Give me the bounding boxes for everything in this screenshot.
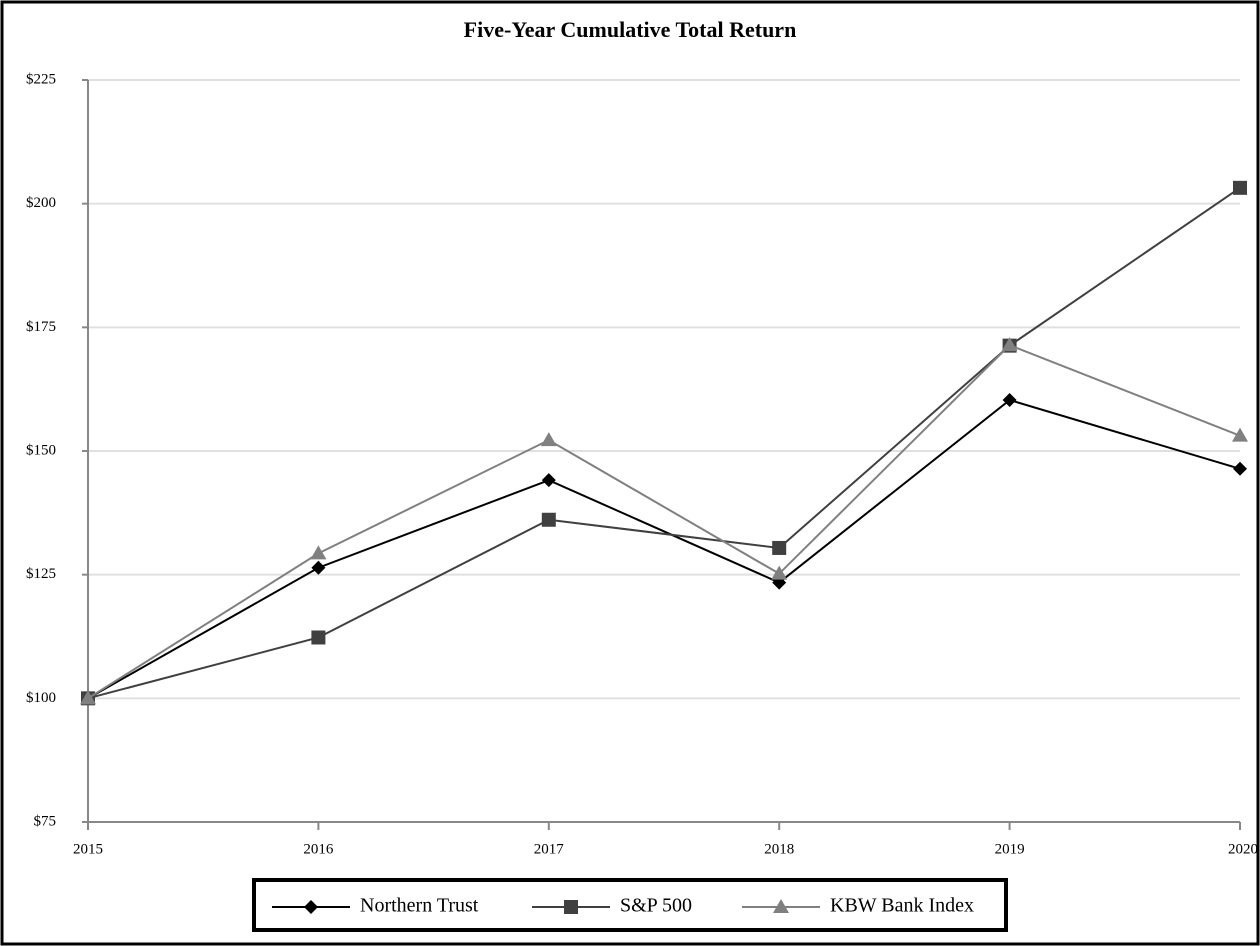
- marker: [540, 432, 557, 447]
- legend-marker: [773, 899, 789, 913]
- y-tick-label: $100: [26, 690, 56, 706]
- legend-box: [252, 878, 1008, 932]
- marker: [1232, 427, 1248, 442]
- marker: [310, 545, 327, 560]
- x-tick-label: 2016: [303, 841, 334, 857]
- marker: [541, 512, 556, 527]
- x-tick-label: 2015: [73, 841, 103, 857]
- marker: [311, 560, 326, 575]
- marker: [541, 473, 556, 488]
- series-line: [87, 398, 1241, 700]
- y-tick-label: $200: [26, 195, 56, 211]
- marker: [771, 565, 788, 580]
- series-line: [87, 343, 1241, 700]
- marker: [1233, 461, 1247, 476]
- legend-marker: [304, 900, 318, 914]
- y-tick-label: $75: [34, 813, 57, 829]
- marker: [1002, 393, 1017, 408]
- series-line: [87, 187, 1241, 700]
- marker: [311, 630, 326, 645]
- y-tick-label: $125: [26, 566, 56, 582]
- legend-label: KBW Bank Index: [830, 895, 974, 917]
- x-tick-label: 2017: [534, 841, 565, 857]
- y-tick-label: $175: [26, 319, 56, 335]
- legend-marker: [564, 900, 578, 914]
- x-tick-label: 2020: [1228, 841, 1258, 857]
- marker: [772, 540, 787, 555]
- chart-title: Five-Year Cumulative Total Return: [464, 17, 797, 42]
- legend-label: Northern Trust: [360, 895, 479, 917]
- marker: [1233, 180, 1247, 195]
- x-tick-label: 2018: [764, 841, 794, 857]
- y-tick-label: $225: [26, 71, 56, 87]
- legend-label: S&P 500: [620, 895, 692, 917]
- marker: [1001, 337, 1018, 352]
- x-tick-label: 2019: [995, 841, 1025, 857]
- y-tick-label: $150: [26, 442, 56, 458]
- marker: [80, 690, 96, 705]
